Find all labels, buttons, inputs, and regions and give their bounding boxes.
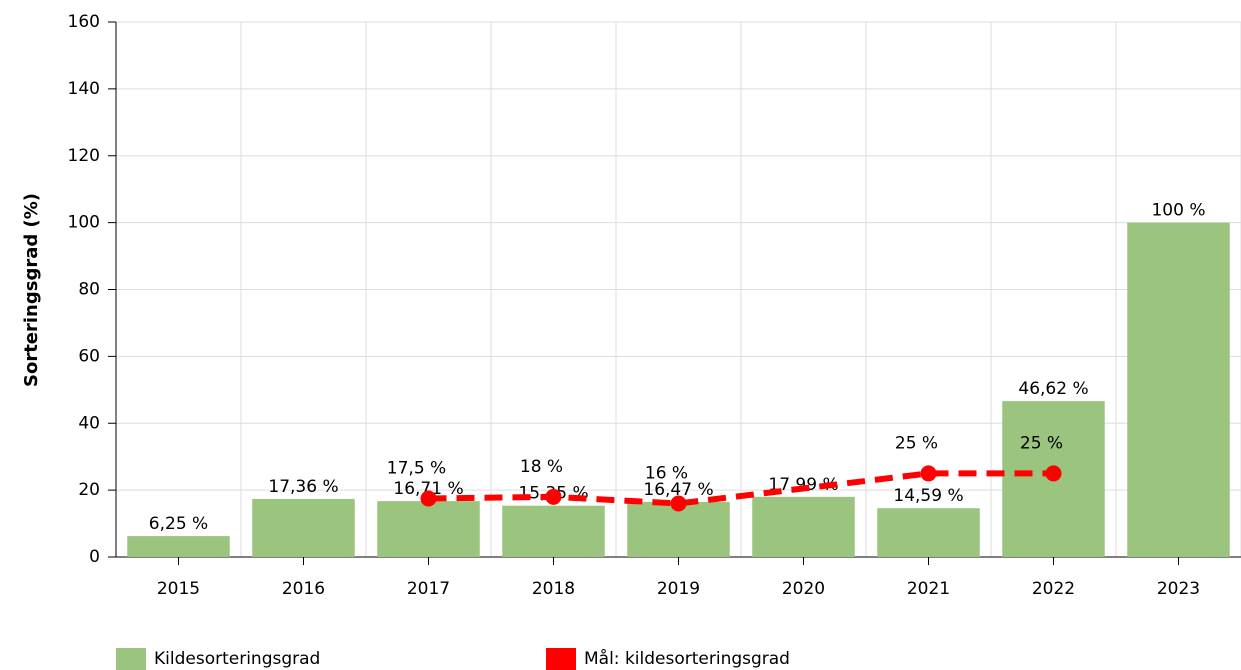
x-tick-label: 2020	[782, 579, 825, 599]
legend-label: Mål: kildesorteringsgrad	[584, 648, 790, 669]
line-value-label: 25 %	[895, 433, 938, 453]
x-tick-label: 2018	[532, 579, 575, 599]
target-marker	[420, 490, 437, 507]
legend-label: Kildesorteringsgrad	[154, 649, 320, 669]
bar-value-label: 17,99 %	[768, 475, 838, 495]
legend-swatch	[116, 648, 146, 670]
y-tick-label: 80	[78, 280, 100, 300]
target-marker	[545, 488, 562, 505]
bar	[1127, 222, 1230, 557]
x-tick-label: 2015	[157, 579, 200, 599]
y-axis-title: Sorteringsgrad (%)	[21, 193, 42, 387]
y-tick-label: 20	[78, 480, 100, 500]
y-tick-label: 160	[68, 12, 100, 32]
x-tick-label: 2021	[907, 579, 950, 599]
x-tick-label: 2023	[1157, 579, 1200, 599]
line-value-label: 16 %	[645, 464, 688, 484]
bar-value-label: 16,47 %	[643, 480, 713, 500]
bar	[877, 508, 980, 557]
target-marker	[920, 465, 937, 482]
bar-value-label: 6,25 %	[149, 514, 208, 534]
bar	[127, 536, 230, 557]
bar-value-label: 14,59 %	[893, 486, 963, 506]
line-value-label: 25 %	[1020, 433, 1063, 453]
bar-value-label: 17,36 %	[268, 477, 338, 497]
bar	[502, 505, 605, 557]
y-tick-label: 40	[78, 413, 100, 433]
y-tick-label: 0	[89, 547, 100, 567]
target-marker	[1045, 465, 1062, 482]
bar	[252, 498, 355, 557]
line-value-label: 17,5 %	[387, 458, 446, 478]
bar-value-label: 46,62 %	[1018, 379, 1088, 399]
legend-swatch	[546, 648, 576, 670]
line-value-label: 18 %	[520, 457, 563, 477]
target-marker	[670, 495, 687, 512]
bar	[752, 496, 855, 557]
y-tick-label: 120	[68, 146, 100, 166]
y-tick-label: 100	[68, 213, 100, 233]
target-line	[428, 470, 1054, 507]
x-tick-label: 2022	[1032, 579, 1075, 599]
bar-value-label: 100 %	[1151, 201, 1205, 221]
bar	[377, 501, 480, 557]
x-tick-label: 2017	[407, 579, 450, 599]
y-tick-label: 60	[78, 346, 100, 366]
x-tick-label: 2016	[282, 579, 325, 599]
bar-value-label: 16,71 %	[393, 479, 463, 499]
y-tick-label: 140	[68, 79, 100, 99]
x-tick-label: 2019	[657, 579, 700, 599]
